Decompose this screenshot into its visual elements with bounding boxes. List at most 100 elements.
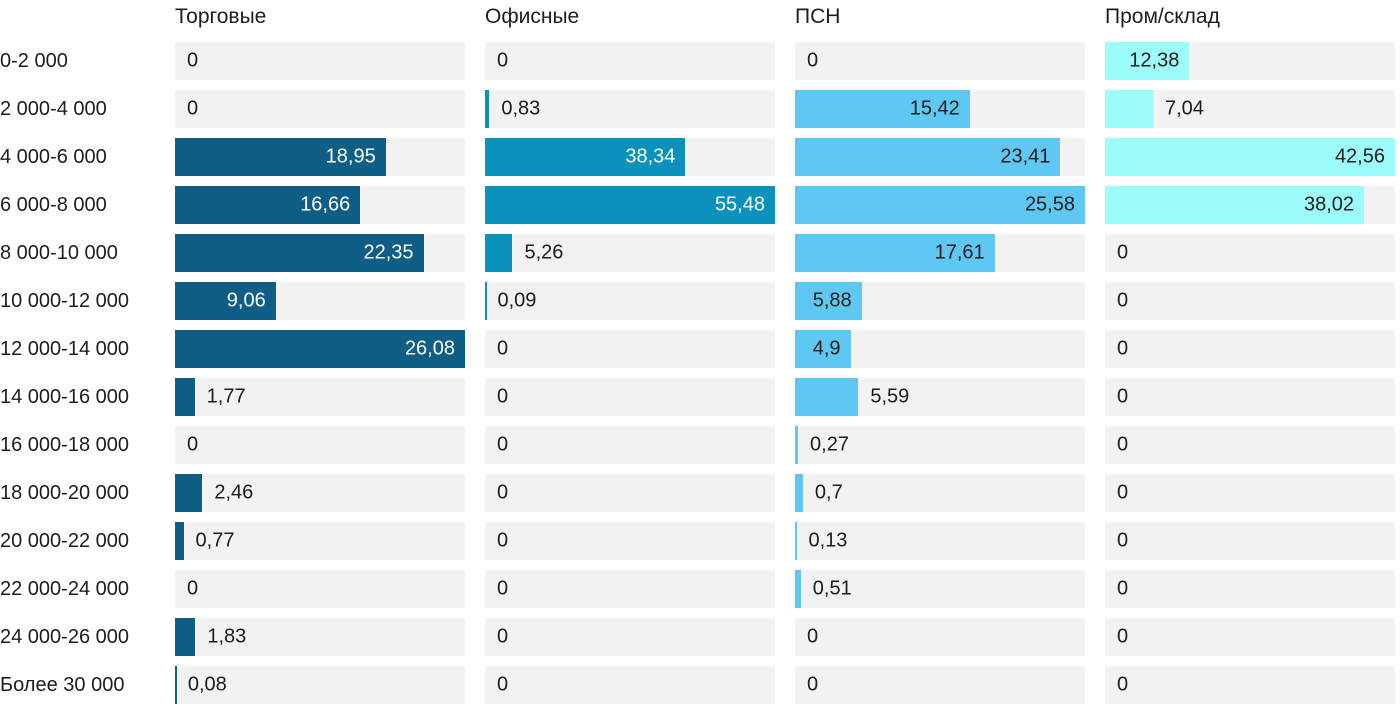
bar: 9,06 bbox=[175, 282, 276, 320]
bar: 12,38 bbox=[1105, 42, 1190, 80]
row-label: 16 000-18 000 bbox=[0, 433, 130, 456]
bar-value-label: 38,34 bbox=[625, 145, 676, 168]
bar-cell: 0,7 bbox=[795, 474, 1085, 512]
bar-value-label: 0,51 bbox=[812, 577, 852, 600]
bar-value-label: 0 bbox=[1117, 337, 1129, 360]
column-header-torgovye: Торговые bbox=[175, 5, 267, 28]
bar-cell: 38,34 bbox=[485, 138, 775, 176]
bar-value-label: 55,48 bbox=[714, 193, 765, 216]
bar-value-label: 0 bbox=[497, 337, 509, 360]
bar-value-label: 0 bbox=[1117, 241, 1129, 264]
bar: 17,61 bbox=[795, 234, 995, 272]
bar-value-label: 0 bbox=[807, 49, 819, 72]
row-label: 10 000-12 000 bbox=[0, 289, 130, 312]
bar-value-label: 0 bbox=[497, 625, 509, 648]
bar-value-label: 42,56 bbox=[1334, 145, 1385, 168]
bar-cell: 0 bbox=[1105, 474, 1395, 512]
bar-value-label: 5,88 bbox=[812, 289, 852, 312]
bar-cell: 0,13 bbox=[795, 522, 1085, 560]
row-label: 18 000-20 000 bbox=[0, 481, 130, 504]
bar-cell: 0 bbox=[485, 42, 775, 80]
bar: 42,56 bbox=[1105, 138, 1395, 176]
bar-cell: 0 bbox=[485, 570, 775, 608]
bar-cell: 0 bbox=[175, 426, 465, 464]
bar-cell: 9,06 bbox=[175, 282, 465, 320]
bar bbox=[175, 378, 195, 416]
bar-cell: 0 bbox=[1105, 666, 1395, 704]
row-label: 4 000-6 000 bbox=[0, 145, 107, 168]
bar bbox=[795, 426, 799, 464]
bar-cell: 2,46 bbox=[175, 474, 465, 512]
row-label: 24 000-26 000 bbox=[0, 625, 130, 648]
bar: 22,35 bbox=[175, 234, 424, 272]
bar: 16,66 bbox=[175, 186, 361, 224]
bar-cell: 0 bbox=[795, 666, 1085, 704]
bar-value-label: 0 bbox=[497, 49, 509, 72]
bar-value-label: 0,13 bbox=[808, 529, 848, 552]
bar-value-label: 0 bbox=[497, 673, 509, 696]
bar-cell: 0 bbox=[1105, 282, 1395, 320]
bar-cell: 0 bbox=[795, 618, 1085, 656]
bar: 38,02 bbox=[1105, 186, 1365, 224]
bar-value-label: 0 bbox=[187, 433, 199, 456]
row-label: 6 000-8 000 bbox=[0, 193, 107, 216]
bar: 23,41 bbox=[795, 138, 1061, 176]
bar-cell: 0 bbox=[1105, 330, 1395, 368]
bar-value-label: 0 bbox=[497, 433, 509, 456]
bar-value-label: 18,95 bbox=[325, 145, 376, 168]
bar: 55,48 bbox=[485, 186, 775, 224]
bar: 26,08 bbox=[175, 330, 465, 368]
bar-cell: 15,42 bbox=[795, 90, 1085, 128]
bar-value-label: 9,06 bbox=[226, 289, 266, 312]
bar-cell: 0 bbox=[1105, 378, 1395, 416]
bar-value-label: 0 bbox=[187, 577, 199, 600]
bar-value-label: 0 bbox=[1117, 433, 1129, 456]
bar-value-label: 5,26 bbox=[524, 241, 564, 264]
bar-value-label: 0 bbox=[1117, 481, 1129, 504]
bar-cell: 0,83 bbox=[485, 90, 775, 128]
bar-cell: 18,95 bbox=[175, 138, 465, 176]
bar-value-label: 0,7 bbox=[814, 481, 843, 504]
bar-value-label: 25,58 bbox=[1024, 193, 1075, 216]
bar-cell: 0 bbox=[485, 474, 775, 512]
bar-cell: 0 bbox=[485, 330, 775, 368]
bar: 4,9 bbox=[795, 330, 851, 368]
bar-value-label: 15,42 bbox=[909, 97, 960, 120]
bar: 15,42 bbox=[795, 90, 970, 128]
bar-cell: 0,27 bbox=[795, 426, 1085, 464]
bar-value-label: 22,35 bbox=[363, 241, 414, 264]
bar bbox=[485, 282, 487, 320]
bar-value-label: 0 bbox=[807, 625, 819, 648]
bar: 18,95 bbox=[175, 138, 386, 176]
bar-cell: 0 bbox=[1105, 522, 1395, 560]
bar-cell: 0 bbox=[795, 42, 1085, 80]
bar-value-label: 0,09 bbox=[497, 289, 537, 312]
bar bbox=[795, 378, 859, 416]
bar-cell: 25,58 bbox=[795, 186, 1085, 224]
bar-cell: 0 bbox=[175, 570, 465, 608]
bar-value-label: 0,83 bbox=[501, 97, 541, 120]
bar bbox=[175, 474, 203, 512]
bar bbox=[485, 234, 513, 272]
bar-value-label: 23,41 bbox=[1000, 145, 1051, 168]
bar-cell: 0 bbox=[175, 42, 465, 80]
bar-cell: 12,38 bbox=[1105, 42, 1395, 80]
bar-cell: 1,77 bbox=[175, 378, 465, 416]
bar-cell: 0 bbox=[485, 426, 775, 464]
bar-value-label: 0 bbox=[497, 529, 509, 552]
bar bbox=[795, 522, 797, 560]
bar-cell: 42,56 bbox=[1105, 138, 1395, 176]
bar-cell: 5,59 bbox=[795, 378, 1085, 416]
bar-cell: 22,35 bbox=[175, 234, 465, 272]
bar-cell: 0,08 bbox=[175, 666, 465, 704]
row-label: 22 000-24 000 bbox=[0, 577, 130, 600]
bar-value-label: 1,83 bbox=[207, 625, 247, 648]
bar-value-label: 0 bbox=[1117, 577, 1129, 600]
bar-cell: 38,02 bbox=[1105, 186, 1395, 224]
header-spacer bbox=[0, 4, 155, 32]
bar bbox=[175, 522, 184, 560]
bar-value-label: 0 bbox=[1117, 673, 1129, 696]
bar-cell: 0,77 bbox=[175, 522, 465, 560]
bar-cell: 0 bbox=[1105, 234, 1395, 272]
